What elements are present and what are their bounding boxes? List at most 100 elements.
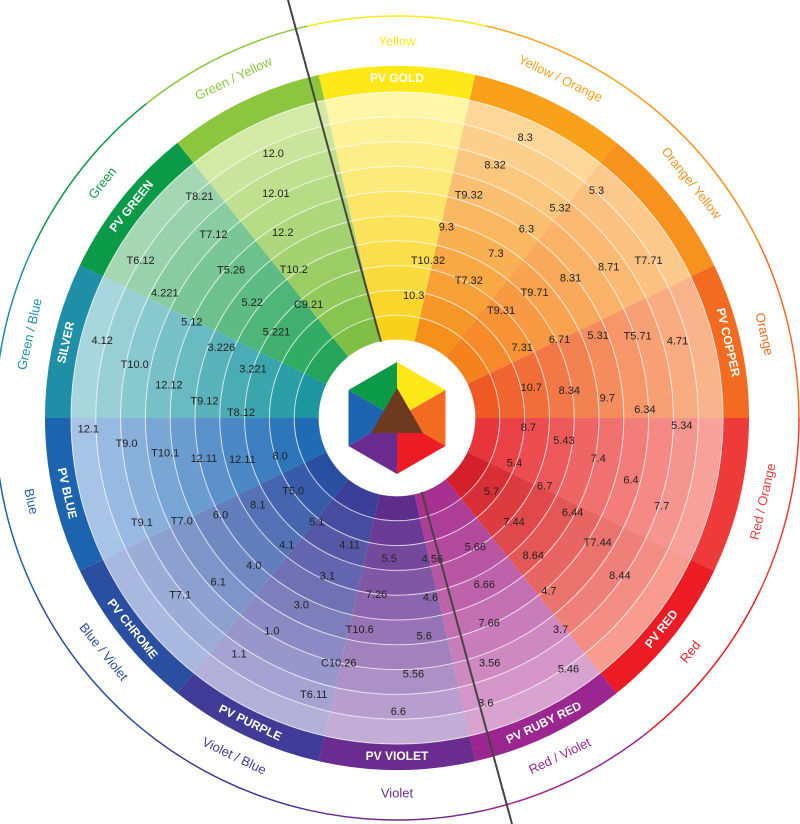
tint-wedge: [414, 317, 462, 358]
outer-arc: [647, 592, 760, 733]
value-ring: [144, 165, 650, 671]
tint-wedge: [447, 595, 554, 664]
tint-wedge: [195, 418, 238, 506]
outer-label: Orange: [752, 311, 776, 357]
color-band: [690, 418, 749, 571]
tint-wedge: [271, 556, 358, 615]
tint-wedge: [192, 240, 272, 331]
value-ring: [70, 91, 724, 745]
tint-wedge: [452, 614, 570, 688]
tint-wedge: [244, 418, 283, 485]
tint-wedge: [538, 516, 624, 615]
outer-arc: [145, 25, 308, 105]
tint-wedge: [507, 260, 579, 342]
tint-wedge: [668, 418, 723, 560]
tint-wedge: [430, 537, 508, 591]
tint-wedge: [286, 537, 364, 591]
value-ring: [169, 190, 625, 646]
tint-wedge: [489, 362, 525, 418]
tint-wedge: [452, 148, 570, 222]
level-number: 6.0: [213, 509, 228, 521]
tint-wedge: [103, 163, 210, 288]
level-number: T7.1: [169, 589, 191, 601]
tint-wedge: [71, 418, 126, 560]
level-number: 3.6: [478, 698, 493, 710]
level-number: 8.71: [598, 262, 619, 274]
tint-wedge: [304, 451, 349, 499]
tint-wedge: [294, 418, 327, 463]
tint-wedge: [240, 595, 347, 664]
tint-wedge: [215, 260, 287, 342]
level-number: 8.31: [560, 272, 581, 284]
level-number: 8.34: [559, 385, 580, 397]
level-number: 6.1: [211, 576, 226, 588]
hex-center-triangle: [371, 388, 423, 433]
level-number: 5.12: [181, 317, 202, 329]
outer-arc: [0, 243, 36, 361]
color-band: [177, 74, 325, 164]
hex-triangle: [397, 390, 446, 446]
tint-wedge: [436, 556, 523, 615]
outer-arc: [758, 243, 800, 419]
color-band: [690, 265, 749, 418]
level-number: 8.64: [523, 550, 544, 562]
tint-wedge: [282, 318, 333, 374]
outer-label: Red: [677, 638, 704, 666]
tint-wedge: [436, 221, 523, 280]
tint-wedge: [668, 276, 723, 418]
level-number: 5.1: [309, 516, 324, 528]
tint-wedge: [464, 653, 601, 736]
tint-wedge: [363, 265, 431, 294]
level-number: T9.12: [190, 395, 218, 407]
hex-triangle: [348, 362, 397, 418]
level-number: 7.3: [488, 248, 503, 260]
level-number: 4.11: [339, 540, 360, 552]
tint-wedge: [324, 711, 470, 744]
tint-wedge: [125, 537, 225, 654]
level-number: T10.6: [346, 624, 374, 636]
tint-wedge: [489, 418, 525, 474]
level-number: T6.11: [300, 689, 327, 701]
tint-wedge: [269, 362, 305, 418]
level-number: 7.26: [366, 589, 387, 601]
level-number: 5.31: [587, 330, 608, 342]
level-number: T10.2: [280, 264, 308, 276]
tint-wedge: [147, 527, 241, 635]
hex-triangle: [348, 390, 397, 446]
level-number: T10.32: [411, 255, 445, 267]
value-ring: [268, 289, 526, 547]
level-number: 4.221: [151, 288, 179, 300]
tint-wedge: [441, 196, 539, 261]
tint-wedge: [317, 498, 375, 543]
outer-arc: [486, 731, 649, 811]
tint-wedge: [125, 182, 225, 299]
tint-wedge: [538, 221, 624, 320]
level-number: 5.3: [589, 185, 604, 197]
tint-wedge: [522, 240, 602, 331]
level-number: 4.6: [423, 592, 438, 604]
level-number: T9.31: [487, 305, 515, 317]
outer-arc: [307, 15, 487, 27]
tint-wedge: [193, 100, 330, 183]
tint-wedge: [476, 298, 535, 363]
level-number: 6.71: [549, 334, 570, 346]
tint-wedge: [193, 653, 330, 736]
tint-wedge: [461, 462, 512, 518]
level-number: T7.32: [455, 275, 483, 287]
tint-wedge: [511, 351, 550, 418]
outer-arc: [647, 103, 760, 244]
tint-wedge: [341, 166, 453, 197]
tint-wedge: [445, 451, 490, 499]
level-number: 5.22: [241, 297, 262, 309]
level-number: 8.32: [484, 160, 505, 172]
tint-wedge: [556, 330, 599, 418]
level-number: 5.46: [558, 664, 579, 676]
tint-wedge: [145, 308, 193, 418]
level-number: 10.7: [521, 382, 542, 394]
level-number: 12.11: [191, 453, 218, 465]
tint-wedge: [623, 418, 674, 538]
color-band: [600, 559, 715, 694]
color-band: [177, 672, 325, 762]
tint-wedge: [623, 298, 674, 418]
color-band: [600, 142, 715, 277]
